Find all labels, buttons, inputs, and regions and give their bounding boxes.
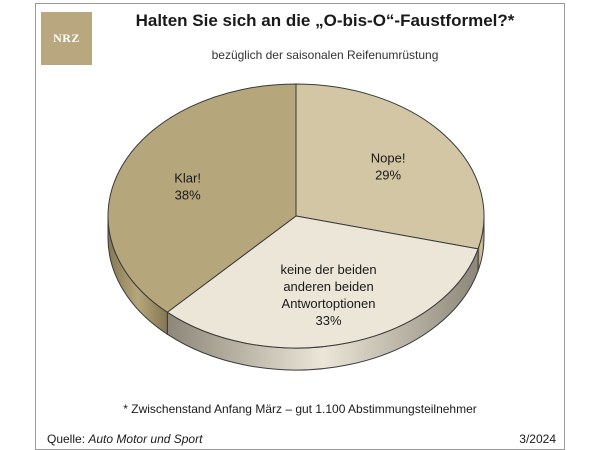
publisher-logo: NRZ (41, 12, 92, 65)
slice-label-0: Nope! (371, 150, 406, 165)
source-line: Quelle: Auto Motor und Sport (47, 432, 202, 446)
pie-slice-2 (107, 83, 297, 313)
footnote: * Zwischenstand Anfang März – gut 1.100 … (123, 402, 477, 416)
slice-label-1: keine der beiden (280, 262, 376, 277)
chart-subtitle: bezüglich der saisonalen Reifenumrüstung (211, 48, 439, 62)
slice-value-label-0: 29% (375, 167, 401, 182)
chart-title: Halten Sie sich an die „O-bis-O“-Faustfo… (135, 11, 515, 30)
pie-slice-1 (166, 215, 479, 349)
slice-value-label-1: 33% (316, 313, 342, 328)
slice-label-2: Klar! (174, 170, 201, 185)
source-name: Auto Motor und Sport (88, 432, 203, 446)
pie-slice-0 (295, 83, 485, 250)
slice-label-1: Antwortoptionen (282, 296, 376, 311)
publication-date: 3/2024 (519, 432, 556, 446)
logo-text: NRZ (53, 31, 80, 45)
slice-label-1: anderen beiden (283, 279, 373, 294)
source-label: Quelle: (47, 432, 86, 446)
slice-value-label-2: 38% (175, 187, 201, 202)
